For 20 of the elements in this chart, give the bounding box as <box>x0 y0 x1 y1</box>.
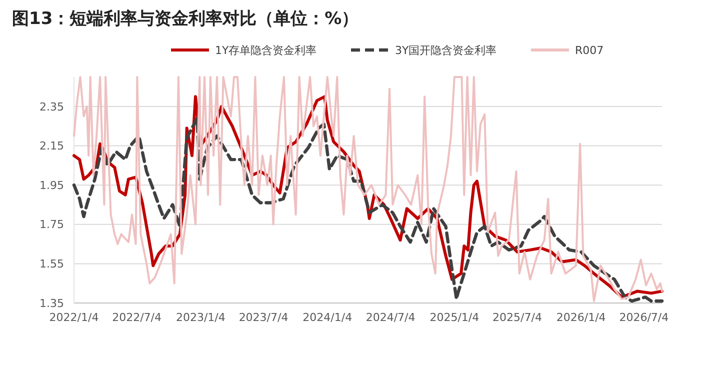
x-tick-label: 2026/7/4 <box>619 311 669 324</box>
y-tick-label: 1.35 <box>40 296 64 310</box>
x-tick-label: 2026/1/4 <box>556 311 606 324</box>
x-tick-label: 2023/1/4 <box>176 311 226 324</box>
legend-label: 3Y国开隐含资金利率 <box>395 44 497 57</box>
legend-label: R007 <box>575 44 604 57</box>
legend-label: 1Y存单隐含资金利率 <box>215 44 317 57</box>
y-tick-label: 1.55 <box>40 258 64 271</box>
x-tick-label: 2023/7/4 <box>238 311 288 324</box>
y-tick-label: 1.95 <box>40 178 64 192</box>
x-tick-label: 2024/1/4 <box>302 311 352 324</box>
x-tick-label: 2022/1/4 <box>49 311 99 324</box>
chart-title: 图13：短端利率与资金利率对比（单位：%） <box>12 9 359 29</box>
x-tick-label: 2025/1/4 <box>430 311 480 324</box>
y-tick-label: 2.35 <box>40 100 64 114</box>
x-tick-label: 2022/7/4 <box>112 311 162 324</box>
x-tick-label: 2024/7/4 <box>366 311 416 324</box>
y-tick-label: 2.15 <box>40 140 64 153</box>
x-tick-label: 2025/7/4 <box>492 311 542 324</box>
y-tick-label: 1.75 <box>40 218 64 232</box>
